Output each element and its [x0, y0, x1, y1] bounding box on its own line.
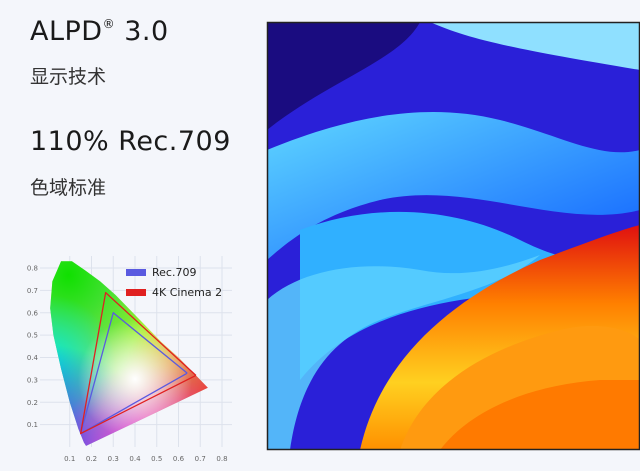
y-tick-label: 0.6 — [27, 309, 39, 317]
x-tick-label: 0.3 — [108, 455, 119, 463]
legend-label: 4K Cinema 2 — [152, 286, 222, 299]
x-tick-label: 0.5 — [151, 455, 162, 463]
x-tick-label: 0.4 — [129, 455, 141, 463]
cie-chart: 0.1 0.2 0.3 0.4 0.5 0.6 0.7 0.8 0.1 0.2 0.3 0.4 0.5 0… — [27, 256, 232, 463]
x-tick-label: 0.8 — [216, 455, 227, 463]
gamut-caption: 色域标准 — [30, 177, 107, 199]
legend-swatch — [126, 289, 146, 296]
y-tick-label: 0.2 — [27, 399, 38, 407]
headline: ALPD® 3.0 — [30, 16, 169, 47]
x-tick-label: 0.6 — [173, 455, 185, 463]
y-tick-label: 0.7 — [27, 287, 38, 295]
y-tick-label: 0.5 — [27, 332, 38, 340]
gamut-triangle — [79, 312, 188, 435]
y-tick-label: 0.8 — [27, 265, 38, 273]
x-tick-label: 0.1 — [64, 455, 75, 463]
title: ALPD — [30, 16, 103, 47]
registered-mark: ® — [102, 17, 116, 31]
legend-swatch — [126, 269, 146, 276]
y-tick-label: 0.1 — [27, 421, 38, 429]
gamut-headline: 110% Rec.709 — [30, 126, 231, 157]
version: 3.0 — [124, 16, 169, 47]
legend-label: Rec.709 — [152, 266, 196, 279]
y-tick-label: 0.3 — [27, 376, 38, 384]
y-tick-label: 0.4 — [27, 354, 39, 362]
x-tick-label: 0.7 — [195, 455, 206, 463]
gamut-triangle — [79, 291, 197, 435]
x-tick-label: 0.2 — [86, 455, 97, 463]
subtitle: 显示技术 — [30, 66, 107, 88]
